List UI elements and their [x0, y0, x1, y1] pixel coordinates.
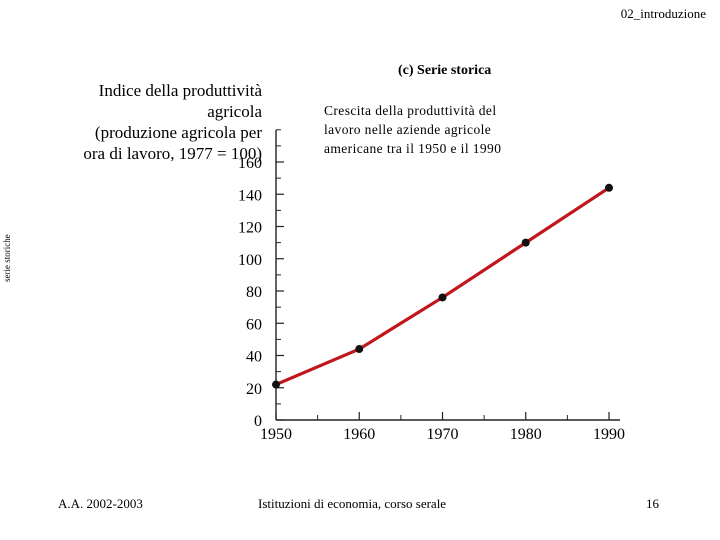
- footer-page-number: 16: [646, 496, 659, 511]
- x-tick-label-1990: 1990: [593, 426, 625, 443]
- caption-line-3: americane tra il 1950 e il 1990: [324, 141, 502, 156]
- y-tick-label-160: 160: [238, 155, 262, 172]
- data-point-1990: [605, 183, 613, 192]
- data-point-1970: [438, 293, 447, 302]
- y-axis-label: Indice della produttività agricola (prod…: [40, 80, 262, 164]
- data-point-1980: [521, 238, 530, 247]
- caption-line-1: Crescita della produttività del: [324, 103, 497, 118]
- x-tick-label-1960: 1960: [343, 426, 375, 443]
- y-tick-label-140: 140: [238, 187, 262, 204]
- y-tick-label-80: 80: [246, 284, 262, 301]
- chart-caption: Crescita della produttività del lavoro n…: [324, 101, 501, 158]
- caption-line-2: lavoro nelle aziende agricole: [324, 122, 492, 137]
- y-axis-label-line-3: ora di lavoro, 1977 = 100): [83, 144, 262, 163]
- x-tick-label-1950: 1950: [260, 426, 292, 443]
- data-point-1950: [272, 380, 280, 389]
- y-axis-label-line-2: (produzione agricola per: [94, 123, 262, 142]
- y-axis-label-line-1: Indice della produttività agricola: [98, 81, 262, 121]
- slide-section-tag: 02_introduzione: [620, 6, 706, 21]
- chart-title: (c) Serie storica: [398, 63, 492, 78]
- x-tick-label-1980: 1980: [510, 426, 542, 443]
- y-tick-label-0: 0: [254, 413, 262, 430]
- series-line-0: [275, 186, 610, 386]
- y-tick-label-20: 20: [246, 381, 262, 398]
- footer-course-name: Istituzioni di economia, corso serale: [258, 496, 447, 511]
- y-tick-label-60: 60: [246, 316, 262, 333]
- footer-academic-year: A.A. 2002-2003: [58, 496, 143, 511]
- y-tick-label-120: 120: [238, 220, 262, 237]
- y-tick-label-40: 40: [246, 349, 262, 366]
- x-tick-label-1970: 1970: [427, 426, 459, 443]
- y-tick-label-100: 100: [238, 252, 262, 269]
- data-point-1960: [355, 345, 364, 354]
